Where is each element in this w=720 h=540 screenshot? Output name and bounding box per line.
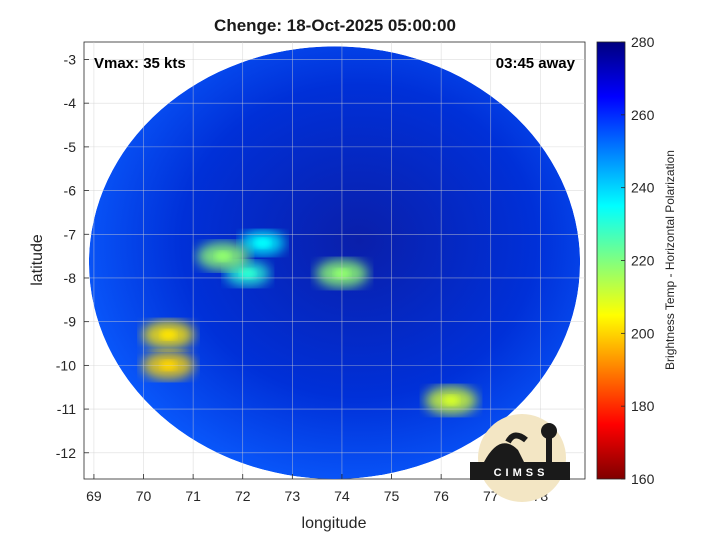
- brightness-feature-core: [443, 395, 460, 406]
- y-ticks: -3 -4 -5 -6 -7 -8 -9 -10 -11 -12: [56, 51, 89, 461]
- y-axis-label: latitude: [29, 234, 46, 286]
- x-tick-label: 72: [235, 488, 251, 504]
- y-tick-label: -9: [64, 314, 77, 330]
- vmax-annotation: Vmax: 35 kts: [94, 55, 186, 72]
- x-tick-label: 76: [433, 488, 449, 504]
- y-tick-label: -12: [56, 445, 76, 461]
- logo-bar: [470, 462, 570, 480]
- y-tick-label: -6: [64, 183, 77, 199]
- x-tick-label: 71: [185, 488, 201, 504]
- y-tick-label: -3: [64, 51, 77, 67]
- colorbar-gradient: [596, 41, 626, 480]
- colorbar-ticks: 280 260 240 220 200 180 160: [621, 34, 655, 487]
- x-tick-label: 70: [136, 488, 152, 504]
- brightness-feature-core: [160, 329, 177, 340]
- x-tick-label: 69: [86, 488, 102, 504]
- chart-title: Chenge: 18-Oct-2025 05:00:00: [214, 16, 456, 35]
- colorbar-tick-label: 160: [631, 471, 655, 487]
- logo-tower-icon: [546, 436, 552, 462]
- colorbar-tick-label: 260: [631, 107, 655, 123]
- y-tick-label: -5: [64, 139, 77, 155]
- cimss-logo: CIMSS: [470, 414, 570, 502]
- colorbar-label: Brightness Temp - Horizontal Polarizatio…: [663, 150, 677, 370]
- colorbar-tick-label: 280: [631, 34, 655, 50]
- y-tick-label: -11: [57, 401, 76, 417]
- y-tick-label: -8: [64, 270, 77, 286]
- x-axis-label: longitude: [302, 515, 367, 532]
- brightness-feature-core: [239, 268, 256, 279]
- swath: [88, 46, 581, 479]
- colorbar-tick-label: 180: [631, 398, 655, 414]
- y-tick-label: -4: [64, 95, 77, 111]
- time-away-annotation: 03:45 away: [496, 55, 576, 72]
- logo-text: CIMSS: [494, 467, 549, 479]
- x-tick-label: 75: [384, 488, 400, 504]
- y-tick-label: -7: [64, 226, 77, 242]
- brightness-feature-core: [254, 238, 271, 249]
- brightness-feature-core: [214, 251, 231, 262]
- colorbar-tick-label: 240: [631, 180, 655, 196]
- title: Chenge: 18-Oct-2025 05:00:00: [214, 16, 456, 35]
- logo-dish-icon: [484, 443, 524, 462]
- logo-dish2-icon: [505, 432, 528, 444]
- grid-overlay: [84, 42, 585, 479]
- y-tick-label: -10: [56, 357, 76, 373]
- colorbar-tick-label: 200: [631, 325, 655, 341]
- x-tick-label: 74: [334, 488, 350, 504]
- colorbar-tick-label: 220: [631, 253, 655, 269]
- logo-tank-icon: [541, 423, 557, 439]
- colorbar: 280 260 240 220 200 180 160 Brightness Temp - …: [596, 34, 677, 487]
- x-tick-label: 73: [285, 488, 301, 504]
